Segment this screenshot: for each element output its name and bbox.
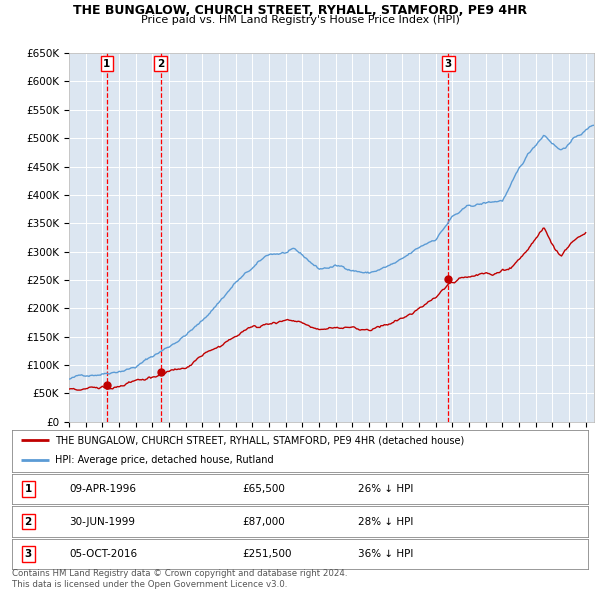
Text: 26% ↓ HPI: 26% ↓ HPI xyxy=(358,484,413,494)
Text: 3: 3 xyxy=(25,549,32,559)
Text: 30-JUN-1999: 30-JUN-1999 xyxy=(70,517,136,526)
Text: THE BUNGALOW, CHURCH STREET, RYHALL, STAMFORD, PE9 4HR (detached house): THE BUNGALOW, CHURCH STREET, RYHALL, STA… xyxy=(55,435,464,445)
Text: 36% ↓ HPI: 36% ↓ HPI xyxy=(358,549,413,559)
Text: 3: 3 xyxy=(445,58,452,68)
Text: THE BUNGALOW, CHURCH STREET, RYHALL, STAMFORD, PE9 4HR: THE BUNGALOW, CHURCH STREET, RYHALL, STA… xyxy=(73,4,527,17)
Text: Contains HM Land Registry data © Crown copyright and database right 2024.
This d: Contains HM Land Registry data © Crown c… xyxy=(12,569,347,589)
Text: 28% ↓ HPI: 28% ↓ HPI xyxy=(358,517,413,526)
Text: £65,500: £65,500 xyxy=(242,484,285,494)
Text: 2: 2 xyxy=(157,58,164,68)
Text: Price paid vs. HM Land Registry's House Price Index (HPI): Price paid vs. HM Land Registry's House … xyxy=(140,15,460,25)
Text: HPI: Average price, detached house, Rutland: HPI: Average price, detached house, Rutl… xyxy=(55,455,274,465)
Text: £87,000: £87,000 xyxy=(242,517,285,526)
Text: 05-OCT-2016: 05-OCT-2016 xyxy=(70,549,138,559)
Text: 2: 2 xyxy=(25,517,32,526)
Text: 09-APR-1996: 09-APR-1996 xyxy=(70,484,137,494)
Text: 1: 1 xyxy=(25,484,32,494)
Text: £251,500: £251,500 xyxy=(242,549,292,559)
Text: 1: 1 xyxy=(103,58,110,68)
